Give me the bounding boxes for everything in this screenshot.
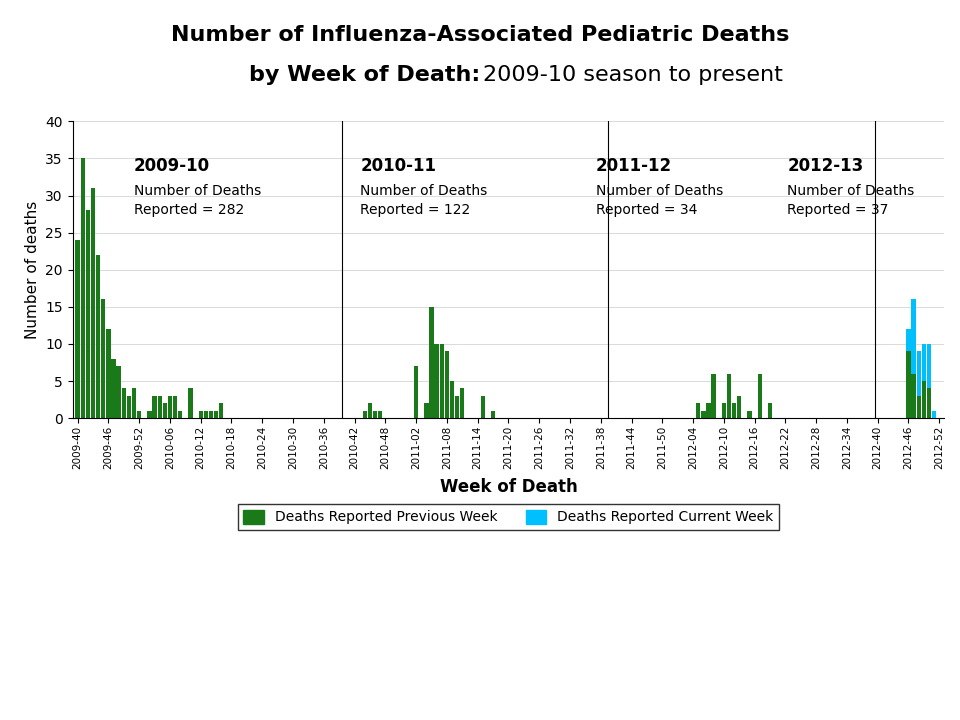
Text: 2009-10 season to present: 2009-10 season to present <box>483 65 782 85</box>
Text: 2009-10: 2009-10 <box>133 157 209 175</box>
Bar <box>429 307 434 418</box>
X-axis label: Week of Death: Week of Death <box>440 477 577 495</box>
Bar <box>707 403 710 418</box>
Bar <box>127 396 132 418</box>
Bar <box>435 344 439 418</box>
Bar <box>450 381 454 418</box>
Text: 2012-13: 2012-13 <box>787 157 864 175</box>
Bar <box>137 411 141 418</box>
Text: Number of Deaths
Reported = 37: Number of Deaths Reported = 37 <box>787 184 915 217</box>
Bar <box>219 403 224 418</box>
Bar <box>122 389 126 418</box>
Bar <box>424 403 428 418</box>
Bar <box>81 158 84 418</box>
Text: Number of Deaths
Reported = 282: Number of Deaths Reported = 282 <box>133 184 261 217</box>
Bar <box>111 359 116 418</box>
Bar <box>460 389 465 418</box>
Bar <box>378 411 382 418</box>
Text: Number of Influenza-Associated Pediatric Deaths: Number of Influenza-Associated Pediatric… <box>171 25 789 45</box>
Bar <box>168 396 172 418</box>
Bar <box>414 366 419 418</box>
Bar <box>363 411 367 418</box>
Bar <box>917 351 921 396</box>
Bar <box>732 403 736 418</box>
Bar <box>199 411 203 418</box>
Text: 2010-11: 2010-11 <box>360 157 436 175</box>
Bar <box>455 396 459 418</box>
Bar <box>116 366 121 418</box>
Bar <box>96 255 101 418</box>
Bar <box>722 403 726 418</box>
Bar <box>107 329 110 418</box>
Bar <box>906 329 911 351</box>
Bar <box>926 344 931 389</box>
Bar <box>372 411 377 418</box>
Bar <box>737 396 741 418</box>
Bar <box>440 344 444 418</box>
Bar <box>147 411 152 418</box>
Bar <box>911 374 916 418</box>
Bar <box>768 403 772 418</box>
Bar <box>922 344 926 381</box>
Bar <box>757 374 762 418</box>
Bar <box>481 396 485 418</box>
Bar <box>208 411 213 418</box>
Bar <box>917 396 921 418</box>
Bar <box>922 381 926 418</box>
Bar <box>368 403 372 418</box>
Text: Number of Deaths
Reported = 122: Number of Deaths Reported = 122 <box>360 184 488 217</box>
Bar <box>696 403 701 418</box>
Bar <box>173 396 178 418</box>
Bar <box>91 188 95 418</box>
Bar <box>926 389 931 418</box>
Bar <box>188 389 193 418</box>
Bar <box>911 300 916 374</box>
Bar <box>701 411 706 418</box>
Bar <box>157 396 162 418</box>
Bar <box>214 411 218 418</box>
Bar <box>906 351 911 418</box>
Bar <box>727 374 732 418</box>
Bar <box>932 411 936 418</box>
Bar <box>711 374 716 418</box>
Bar <box>444 351 449 418</box>
Bar <box>178 411 182 418</box>
Text: 2011-12: 2011-12 <box>595 157 672 175</box>
Bar <box>747 411 752 418</box>
Bar <box>132 389 136 418</box>
Bar <box>162 403 167 418</box>
Bar <box>85 210 90 418</box>
Text: Number of Deaths
Reported = 34: Number of Deaths Reported = 34 <box>595 184 723 217</box>
Text: by Week of Death:: by Week of Death: <box>249 65 480 85</box>
Y-axis label: Number of deaths: Number of deaths <box>25 201 39 339</box>
Bar <box>76 240 80 418</box>
Legend: Deaths Reported Previous Week, Deaths Reported Current Week: Deaths Reported Previous Week, Deaths Re… <box>238 504 780 530</box>
Bar <box>491 411 495 418</box>
Bar <box>204 411 208 418</box>
Bar <box>153 396 156 418</box>
Bar <box>101 300 106 418</box>
